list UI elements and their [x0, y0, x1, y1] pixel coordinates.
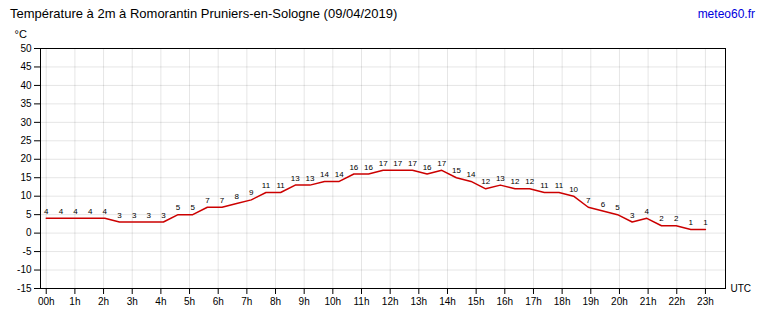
svg-text:30: 30	[20, 117, 32, 128]
svg-text:1: 1	[689, 218, 694, 227]
svg-text:14h: 14h	[439, 296, 456, 307]
svg-text:2h: 2h	[98, 296, 109, 307]
svg-text:11: 11	[555, 181, 564, 190]
svg-text:20h: 20h	[611, 296, 628, 307]
svg-text:5: 5	[26, 209, 32, 220]
svg-text:8: 8	[234, 192, 239, 201]
svg-text:3h: 3h	[127, 296, 138, 307]
svg-text:0: 0	[26, 227, 32, 238]
svg-text:2: 2	[659, 214, 664, 223]
svg-text:21h: 21h	[640, 296, 657, 307]
svg-text:-5: -5	[23, 246, 32, 257]
svg-text:7h: 7h	[241, 296, 252, 307]
svg-text:UTC: UTC	[731, 283, 752, 294]
svg-text:25: 25	[20, 135, 32, 146]
svg-text:17h: 17h	[525, 296, 542, 307]
html-text:Température à 2m à Romorantin: Température à 2m à Romorantin Pruniers-e…	[10, 6, 398, 21]
svg-text:20: 20	[20, 153, 32, 164]
svg-text:13h: 13h	[410, 296, 427, 307]
svg-text:00h: 00h	[38, 296, 55, 307]
svg-text:17: 17	[437, 159, 446, 168]
svg-text:1h: 1h	[69, 296, 80, 307]
svg-text:15: 15	[20, 172, 32, 183]
svg-text:15: 15	[452, 166, 461, 175]
svg-text:19h: 19h	[582, 296, 599, 307]
svg-text:4: 4	[103, 207, 108, 216]
svg-text:4h: 4h	[155, 296, 166, 307]
svg-text:7: 7	[220, 196, 225, 205]
svg-text:14: 14	[320, 170, 329, 179]
svg-text:9h: 9h	[299, 296, 310, 307]
svg-text:-10: -10	[17, 264, 32, 275]
svg-text:4: 4	[44, 207, 49, 216]
svg-text:11h: 11h	[354, 296, 370, 307]
svg-text:16: 16	[349, 163, 358, 172]
svg-text:4: 4	[73, 207, 78, 216]
svg-text:-15: -15	[17, 283, 32, 294]
svg-text:45: 45	[20, 61, 32, 72]
svg-text:9: 9	[249, 188, 254, 197]
svg-text:10: 10	[20, 190, 32, 201]
svg-text:11: 11	[540, 181, 549, 190]
svg-text:11: 11	[262, 181, 271, 190]
svg-text:7: 7	[586, 196, 591, 205]
svg-text:50: 50	[20, 43, 32, 54]
svg-text:6h: 6h	[213, 296, 224, 307]
svg-text:40: 40	[20, 80, 32, 91]
svg-text:°C: °C	[15, 28, 27, 40]
svg-text:13: 13	[291, 174, 300, 183]
svg-text:17: 17	[379, 159, 388, 168]
svg-text:16: 16	[423, 163, 432, 172]
svg-text:23h: 23h	[697, 296, 714, 307]
svg-text:12: 12	[481, 177, 490, 186]
svg-text:3: 3	[161, 211, 166, 220]
svg-text:16h: 16h	[496, 296, 513, 307]
svg-text:4: 4	[645, 207, 650, 216]
svg-text:11: 11	[276, 181, 285, 190]
svg-text:10h: 10h	[324, 296, 341, 307]
svg-text:12: 12	[525, 177, 534, 186]
svg-text:17: 17	[393, 159, 402, 168]
svg-text:8h: 8h	[270, 296, 281, 307]
svg-text:14: 14	[467, 170, 476, 179]
svg-text:18h: 18h	[554, 296, 571, 307]
svg-text:10: 10	[569, 185, 578, 194]
svg-text:5h: 5h	[184, 296, 195, 307]
svg-text:3: 3	[630, 211, 635, 220]
svg-text:3: 3	[117, 211, 122, 220]
svg-text:14: 14	[335, 170, 344, 179]
svg-text:6: 6	[601, 200, 606, 209]
svg-text:13: 13	[496, 174, 505, 183]
svg-text:5: 5	[190, 203, 195, 212]
html-text:meteo60.fr: meteo60.fr	[697, 7, 755, 21]
svg-text:13: 13	[305, 174, 314, 183]
svg-text:22h: 22h	[668, 296, 685, 307]
svg-text:3: 3	[147, 211, 152, 220]
svg-text:12: 12	[511, 177, 520, 186]
svg-text:7: 7	[205, 196, 210, 205]
svg-text:17: 17	[408, 159, 417, 168]
svg-text:4: 4	[59, 207, 64, 216]
svg-text:35: 35	[20, 98, 32, 109]
svg-text:1: 1	[703, 218, 708, 227]
svg-text:4: 4	[88, 207, 93, 216]
svg-text:3: 3	[132, 211, 137, 220]
svg-text:12h: 12h	[382, 296, 399, 307]
svg-text:5: 5	[615, 203, 620, 212]
svg-text:5: 5	[176, 203, 181, 212]
svg-text:2: 2	[674, 214, 679, 223]
svg-text:16: 16	[364, 163, 373, 172]
svg-text:15h: 15h	[468, 296, 485, 307]
